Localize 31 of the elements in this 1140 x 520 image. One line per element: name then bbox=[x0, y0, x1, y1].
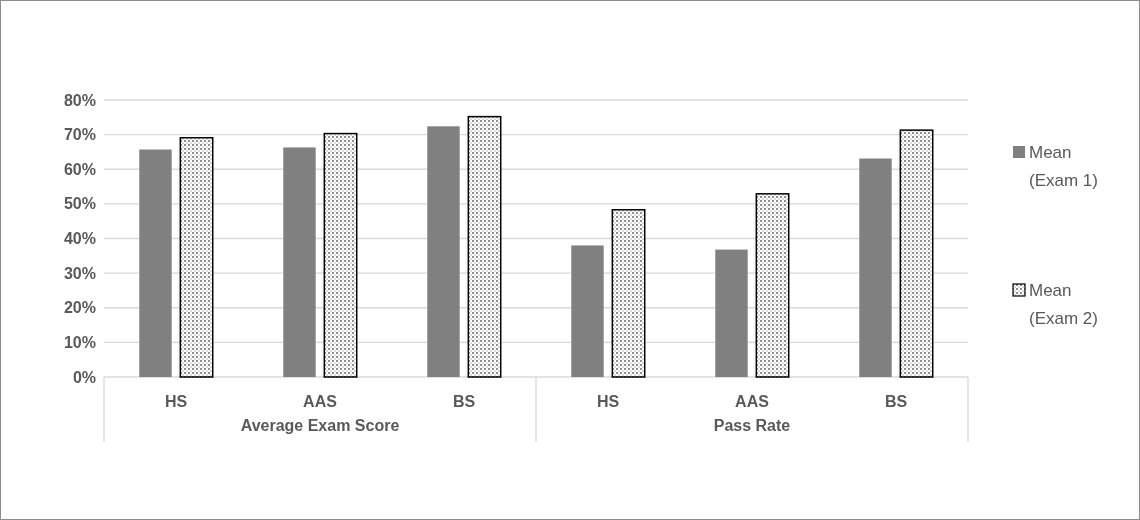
bar bbox=[755, 193, 790, 378]
text: Average Exam Score bbox=[240, 417, 400, 434]
y-tick-label: 10% bbox=[63, 333, 96, 351]
y-tick-label: 40% bbox=[63, 230, 96, 248]
bar bbox=[139, 149, 172, 377]
x-tick-label: AAS bbox=[735, 393, 770, 410]
bar bbox=[427, 126, 460, 377]
bar bbox=[899, 129, 934, 378]
y-tick-label: 70% bbox=[63, 126, 96, 144]
legend-label: Mean (Exam 2) bbox=[1029, 281, 1098, 328]
y-tick-label: 80% bbox=[63, 91, 96, 109]
bar bbox=[467, 115, 502, 378]
y-tick-label: 30% bbox=[63, 264, 96, 282]
bar bbox=[611, 209, 646, 378]
bar bbox=[859, 158, 892, 377]
bar bbox=[323, 132, 358, 378]
y-tick-label: 50% bbox=[63, 195, 96, 213]
bar bbox=[571, 245, 604, 377]
bar bbox=[715, 249, 748, 377]
x-tick-label: HS bbox=[596, 393, 620, 410]
y-tick-label: 60% bbox=[63, 160, 96, 178]
y-tick-label: 20% bbox=[63, 299, 96, 317]
x-tick-label: AAS bbox=[303, 393, 338, 410]
bar bbox=[179, 136, 214, 378]
x-tick-label: BS bbox=[884, 393, 908, 410]
x-tick-label: HS bbox=[164, 393, 188, 410]
bar bbox=[283, 147, 316, 377]
text: Pass Rate bbox=[713, 417, 791, 434]
x-tick-label: BS bbox=[452, 393, 476, 410]
y-tick-label: 0% bbox=[72, 368, 96, 386]
legend-label: Mean (Exam 1) bbox=[1029, 143, 1098, 190]
